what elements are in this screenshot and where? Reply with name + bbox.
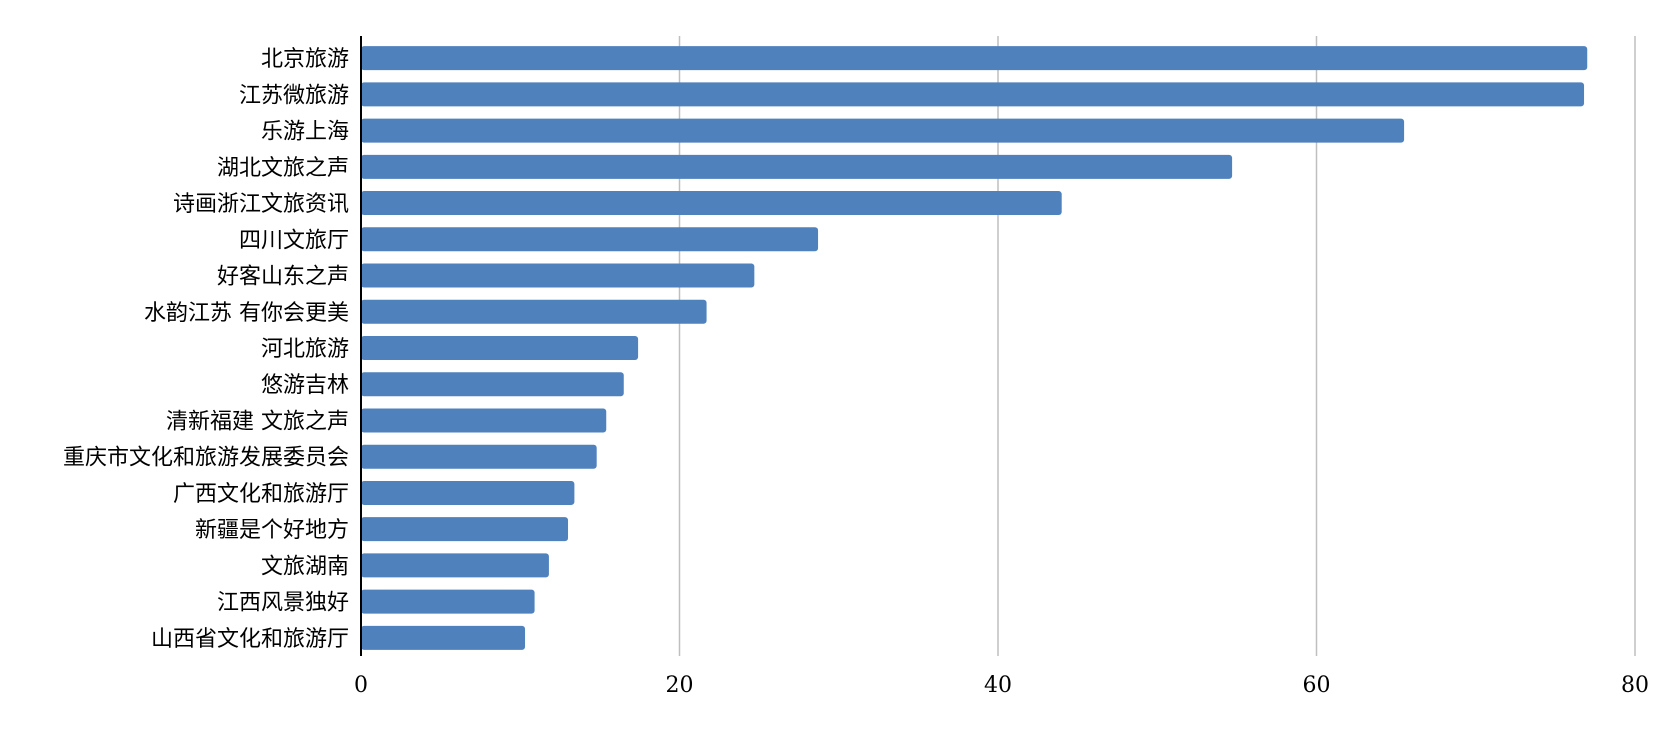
category-label: 文旅湖南 [261, 554, 349, 579]
x-tick-label: 40 [984, 673, 1012, 698]
category-label: 河北旅游 [261, 337, 349, 362]
bar [361, 517, 569, 542]
bar [361, 480, 575, 505]
category-label: 乐游上海 [261, 120, 349, 145]
bar [361, 625, 526, 650]
x-tick-label: 60 [1303, 673, 1331, 698]
category-label: 好客山东之声 [217, 265, 349, 290]
category-label: 广西文化和旅游厅 [173, 482, 349, 507]
category-label: 北京旅游 [261, 47, 349, 72]
x-tick-label: 80 [1621, 673, 1649, 698]
category-label: 水韵江苏 有你会更美 [144, 301, 349, 326]
category-label: 悠游吉林 [261, 373, 349, 398]
bar [361, 589, 535, 614]
bar [361, 46, 1588, 71]
bar [361, 118, 1405, 143]
x-tick-label: 0 [354, 673, 368, 698]
category-label: 江苏微旅游 [239, 83, 349, 108]
bar [361, 299, 707, 324]
bar [361, 263, 755, 288]
category-label: 湖北文旅之声 [217, 156, 349, 181]
category-label: 山西省文化和旅游厅 [151, 627, 349, 652]
category-label: 新疆是个好地方 [195, 518, 349, 543]
x-tick-labels: 0 20 40 60 80 [354, 673, 1649, 698]
bar [361, 444, 597, 469]
category-label: 四川文旅厅 [239, 228, 349, 253]
bar [361, 408, 607, 433]
bar [361, 82, 1585, 107]
bar [361, 336, 639, 360]
bars [361, 46, 1588, 650]
category-label: 诗画浙江文旅资讯 [173, 192, 349, 217]
x-tick-label: 20 [666, 673, 694, 698]
bar [361, 227, 819, 252]
category-label: 重庆市文化和旅游发展委员会 [63, 446, 349, 471]
bar [361, 553, 549, 578]
category-label: 清新福建 文旅之声 [166, 409, 349, 434]
bar [361, 191, 1062, 216]
category-labels: 北京旅游江苏微旅游乐游上海湖北文旅之声诗画浙江文旅资讯四川文旅厅好客山东之声水韵… [63, 47, 349, 652]
bar [361, 154, 1233, 179]
bar [361, 372, 624, 397]
category-label: 江西风景独好 [217, 591, 349, 616]
